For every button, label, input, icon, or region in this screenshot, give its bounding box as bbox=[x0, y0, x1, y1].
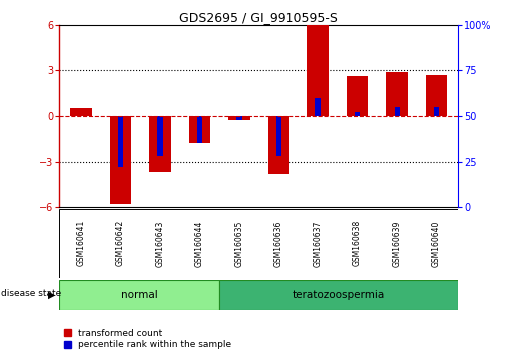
Bar bbox=[355, 112, 360, 116]
Bar bbox=[149, 116, 171, 172]
Text: GSM160641: GSM160641 bbox=[76, 220, 85, 267]
Bar bbox=[59, 280, 219, 310]
Text: disease state: disease state bbox=[1, 289, 61, 298]
Bar bbox=[347, 76, 368, 116]
Bar bbox=[118, 116, 123, 167]
Bar bbox=[316, 98, 321, 116]
Bar bbox=[70, 108, 92, 116]
Bar bbox=[434, 107, 439, 116]
Text: GSM160636: GSM160636 bbox=[274, 220, 283, 267]
Text: ▶: ▶ bbox=[48, 290, 56, 300]
Bar bbox=[158, 116, 163, 156]
Bar bbox=[197, 116, 202, 143]
Bar bbox=[268, 116, 289, 174]
Text: GSM160635: GSM160635 bbox=[234, 220, 244, 267]
Title: GDS2695 / GI_9910595-S: GDS2695 / GI_9910595-S bbox=[179, 11, 338, 24]
Text: GSM160644: GSM160644 bbox=[195, 220, 204, 267]
Text: GSM160642: GSM160642 bbox=[116, 220, 125, 267]
Text: normal: normal bbox=[121, 290, 158, 300]
Legend: transformed count, percentile rank within the sample: transformed count, percentile rank withi… bbox=[64, 329, 231, 349]
Bar bbox=[228, 116, 250, 120]
Bar bbox=[110, 116, 131, 204]
Bar bbox=[394, 107, 400, 116]
Bar bbox=[276, 116, 281, 156]
Text: GSM160640: GSM160640 bbox=[432, 220, 441, 267]
Bar bbox=[426, 75, 448, 116]
Text: GSM160643: GSM160643 bbox=[156, 220, 164, 267]
Text: teratozoospermia: teratozoospermia bbox=[293, 290, 385, 300]
Text: GSM160637: GSM160637 bbox=[314, 220, 322, 267]
Text: GSM160638: GSM160638 bbox=[353, 220, 362, 267]
Bar bbox=[188, 116, 211, 143]
Bar bbox=[307, 25, 329, 116]
Text: GSM160639: GSM160639 bbox=[392, 220, 402, 267]
Bar bbox=[386, 72, 408, 116]
Bar bbox=[236, 116, 242, 120]
Bar bbox=[219, 280, 458, 310]
